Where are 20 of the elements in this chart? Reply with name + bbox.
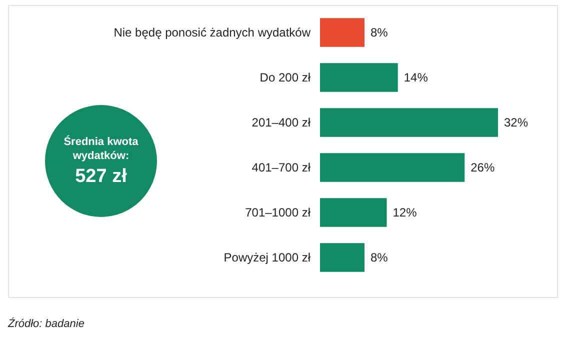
data-label: 8% [370, 26, 388, 40]
y-tick-label: 701–1000 zł [245, 206, 311, 220]
y-tick-label: 201–400 zł [252, 116, 311, 130]
data-label: 12% [392, 206, 418, 220]
bar [320, 153, 465, 182]
y-tick-label: Do 200 zł [260, 70, 311, 84]
bar [320, 198, 387, 227]
data-label: 26% [470, 160, 495, 174]
y-tick-label: Nie będę ponosić żadnych wydatków [114, 26, 311, 40]
bar [320, 63, 398, 92]
bar [320, 18, 364, 47]
bar [320, 108, 498, 137]
data-label: 8% [370, 250, 388, 264]
text: Źródło: badanie [8, 318, 84, 330]
data-label: 14% [404, 70, 428, 84]
data-label: 32% [504, 116, 528, 130]
bar [320, 243, 364, 272]
y-tick-label: 401–700 zł [252, 160, 311, 174]
circle: Średnia kwota wydatków: 527 zł [45, 105, 157, 217]
y-tick-label: Powyżej 1000 zł [224, 250, 311, 264]
